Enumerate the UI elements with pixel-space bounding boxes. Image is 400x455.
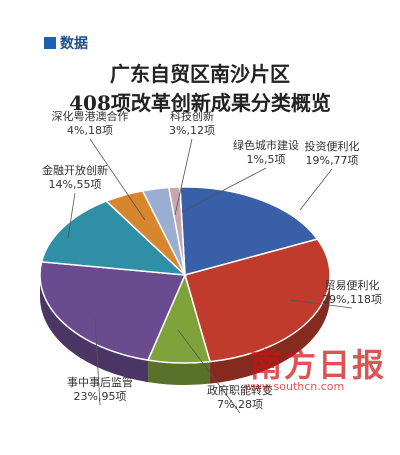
slice-name-label-3: 事中事后监管 (67, 375, 133, 389)
leader-line-7 (181, 167, 267, 213)
slice-name-label-0: 投资便利化 (305, 139, 360, 153)
chart-title-line2: 408项改革创新成果分类概览 (69, 91, 331, 115)
slice-name-label-7: 绿色城市建设 (233, 138, 299, 152)
slice-value-label-7: 1%,5项 (247, 153, 286, 166)
leader-line-2 (177, 329, 241, 414)
chart-title-line1: 广东自贸区南沙片区 (110, 62, 290, 86)
pie-slice-1 (184, 238, 331, 363)
watermark-url: www.southcn.com (244, 380, 345, 393)
pie-slice-3 (39, 261, 187, 361)
slice-name-label-1: 贸易便利化 (325, 278, 380, 292)
slice-value-label-4: 14%,55项 (49, 178, 102, 191)
pie-wall-2 (148, 360, 211, 385)
leader-line-1 (289, 299, 353, 309)
slice-value-label-3: 23%,95项 (74, 390, 127, 403)
pie-slice-7 (167, 186, 186, 276)
slice-value-label-2: 7%,28项 (217, 398, 263, 411)
slice-name-label-4: 金融开放创新 (42, 163, 108, 177)
pie-slice-0 (179, 186, 319, 276)
slice-name-label-6: 科技创新 (170, 109, 214, 123)
pie-wall-3 (40, 275, 149, 383)
slice-name-label-2: 政府职能转变 (207, 383, 273, 397)
slice-value-label-0: 19%,77项 (306, 154, 359, 167)
leader-line-4 (67, 192, 76, 239)
section-tag-marker (44, 37, 56, 49)
leader-line-0 (299, 168, 333, 211)
leader-line-5 (89, 138, 146, 221)
slice-name-label-5: 深化粤港澳合作 (52, 109, 129, 123)
leader-line-6 (174, 138, 193, 216)
newspaper-watermark: 南方日报 (250, 346, 387, 384)
leader-line-3 (94, 317, 101, 406)
slice-value-label-1: 29%,118项 (322, 293, 382, 306)
slice-value-label-6: 3%,12项 (169, 124, 215, 137)
slice-value-label-5: 4%,18项 (67, 124, 113, 137)
section-tag: 数据 (60, 36, 88, 52)
pie-slice-4 (40, 200, 188, 276)
